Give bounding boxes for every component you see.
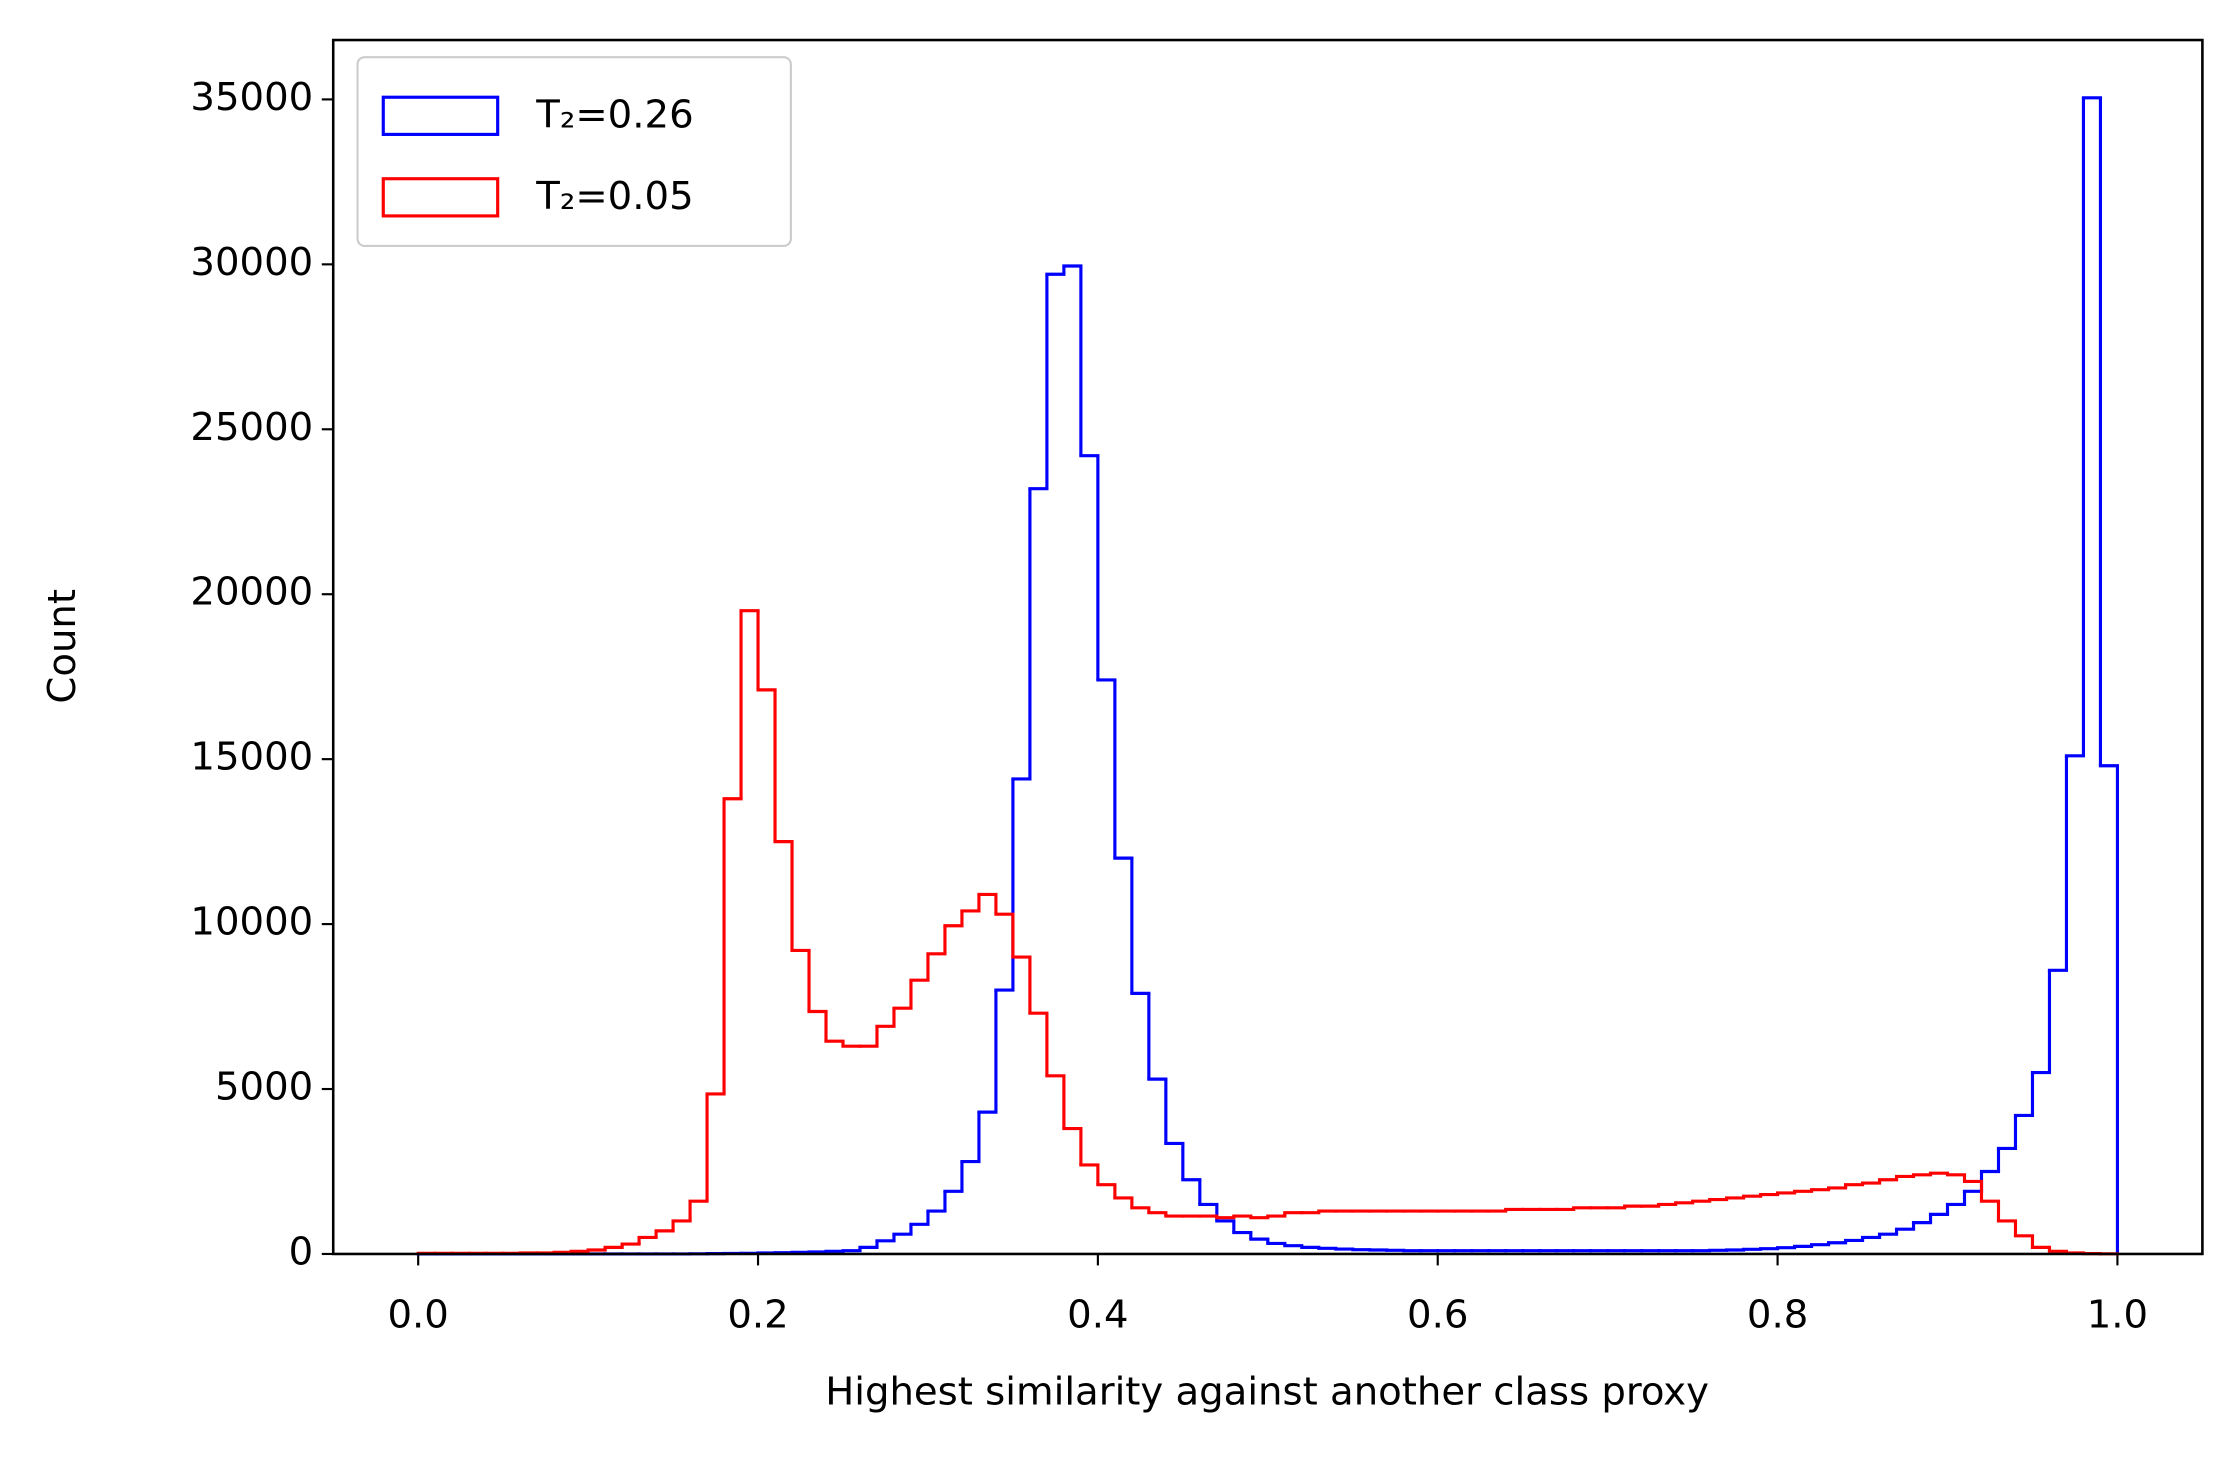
y-tick-label: 20000: [190, 570, 313, 615]
y-tick-label: 30000: [190, 240, 313, 285]
y-tick-label: 25000: [190, 405, 313, 450]
y-tick-label: 0: [289, 1229, 314, 1274]
legend-swatch: [381, 177, 500, 218]
y-tick-label: 15000: [190, 735, 313, 780]
x-tick-label: 1.0: [2087, 1292, 2148, 1337]
x-tick-label: 0.6: [1407, 1292, 1468, 1337]
x-tick-label: 0.0: [387, 1292, 448, 1337]
y-tick-label: 35000: [190, 75, 313, 120]
legend-label: T₂=0.26: [535, 93, 693, 138]
x-tick-label: 0.4: [1067, 1292, 1128, 1337]
x-axis-label: Highest similarity against another class…: [825, 1370, 1709, 1415]
x-tick-label: 0.2: [727, 1292, 788, 1337]
y-tick-label: 5000: [215, 1065, 313, 1110]
legend-swatch: [381, 95, 500, 136]
legend-label: T₂=0.05: [535, 174, 693, 219]
legend-box: [356, 56, 792, 248]
y-axis-label: Count: [40, 589, 85, 704]
x-tick-label: 0.8: [1747, 1292, 1808, 1337]
y-tick-label: 10000: [190, 900, 313, 945]
plot-frame: [331, 38, 2204, 1256]
